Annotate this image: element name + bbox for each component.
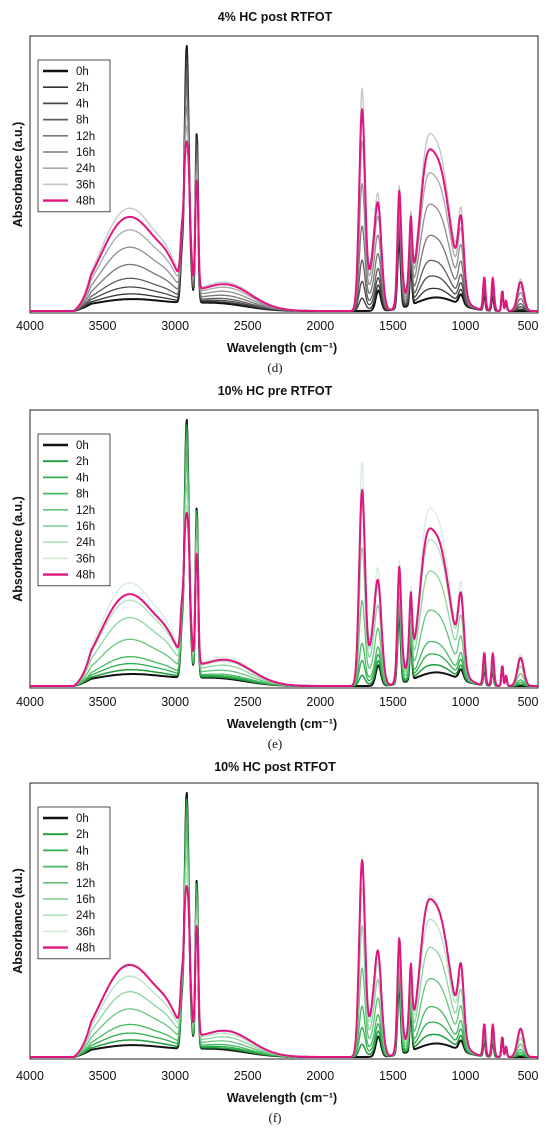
legend-label-2h: 2h — [76, 82, 89, 94]
x-tick-label: 1000 — [452, 695, 480, 709]
legend-label-36h: 36h — [76, 179, 95, 191]
legend-label-0h: 0h — [76, 440, 89, 452]
x-axis-label: Wavelength (cm⁻¹) — [227, 717, 337, 731]
legend-label-8h: 8h — [76, 115, 89, 127]
series-line-48h — [30, 859, 538, 1058]
panel-e: 10% HC pre RTFOT 4000 3500 3000 2500 2000 1500… — [11, 384, 539, 751]
series-lines — [30, 792, 538, 1058]
series-lines — [30, 419, 538, 687]
x-tick-label: 3000 — [161, 695, 189, 709]
x-tick-label: 1500 — [379, 319, 407, 333]
legend-label-2h: 2h — [76, 829, 89, 841]
legend-label-0h: 0h — [76, 813, 89, 825]
x-axis-label: Wavelength (cm⁻¹) — [227, 1091, 337, 1105]
legend-label-8h: 8h — [76, 489, 89, 501]
x-tick-label: 3000 — [161, 319, 189, 333]
x-tick-label: 4000 — [16, 695, 44, 709]
legend-label-12h: 12h — [76, 878, 95, 890]
legend-label-36h: 36h — [76, 553, 95, 565]
x-tick-label: 2000 — [306, 1069, 334, 1083]
x-axis-label: Wavelength (cm⁻¹) — [227, 341, 337, 355]
legend-label-2h: 2h — [76, 456, 89, 468]
legend-label-4h: 4h — [76, 845, 89, 857]
legend-label-48h: 48h — [76, 196, 95, 208]
legend: 0h 2h 4h 8h 12h 16h 24h 36h 48h — [37, 433, 111, 587]
x-tick-label: 500 — [518, 319, 539, 333]
legend-label-8h: 8h — [76, 862, 89, 874]
x-tick-label: 3500 — [89, 695, 117, 709]
panel-caption: (e) — [268, 736, 282, 751]
legend-label-24h: 24h — [76, 910, 95, 922]
legend-label-12h: 12h — [76, 131, 95, 143]
panel-f: 10% HC post RTFOT 4000 3500 3000 2500 2000 150… — [11, 760, 539, 1125]
x-tick-label: 3000 — [161, 1069, 189, 1083]
y-axis-label: Absorbance (a.u.) — [11, 496, 25, 602]
x-tick-label: 2500 — [234, 1069, 262, 1083]
legend-label-48h: 48h — [76, 570, 95, 582]
chart-title: 10% HC post RTFOT — [214, 760, 336, 774]
legend-label-16h: 16h — [76, 147, 95, 159]
chart-title: 10% HC pre RTFOT — [218, 384, 333, 398]
x-tick-label: 3500 — [89, 1069, 117, 1083]
plot-frame — [29, 409, 539, 689]
plot-frame — [29, 782, 539, 1060]
x-tick-label: 1500 — [379, 1069, 407, 1083]
legend-label-36h: 36h — [76, 926, 95, 938]
legend-label-24h: 24h — [76, 537, 95, 549]
plot-frame — [29, 35, 539, 314]
legend-label-4h: 4h — [76, 472, 89, 484]
legend: 0h 2h 4h 8h 12h 16h 24h 36h 48h — [37, 806, 111, 960]
series-line-48h — [30, 488, 538, 687]
x-tick-label: 1000 — [452, 1069, 480, 1083]
x-tick-label: 3500 — [89, 319, 117, 333]
x-tick-label: 2000 — [306, 695, 334, 709]
legend-label-48h: 48h — [76, 943, 95, 955]
x-tick-label: 2500 — [234, 319, 262, 333]
panel-d: 4% HC post RTFOT 4000 3500 3000 2500 2000 1500… — [11, 10, 539, 375]
x-tick-label: 1500 — [379, 695, 407, 709]
legend: 0h 2h 4h 8h 12h 16h 24h 36h 48h — [37, 59, 111, 213]
x-tick-label: 500 — [518, 1069, 539, 1083]
panel-caption: (f) — [269, 1110, 282, 1125]
legend-label-16h: 16h — [76, 521, 95, 533]
y-axis-label: Absorbance (a.u.) — [11, 122, 25, 228]
legend-label-24h: 24h — [76, 163, 95, 175]
legend-label-12h: 12h — [76, 505, 95, 517]
x-tick-label: 4000 — [16, 1069, 44, 1083]
x-tick-label: 2000 — [306, 319, 334, 333]
x-tick-label: 4000 — [16, 319, 44, 333]
panel-caption: (d) — [267, 360, 282, 375]
y-axis-label: Absorbance (a.u.) — [11, 868, 25, 974]
x-tick-label: 500 — [518, 695, 539, 709]
legend-label-4h: 4h — [76, 98, 89, 110]
legend-label-0h: 0h — [76, 66, 89, 78]
x-tick-label: 1000 — [452, 319, 480, 333]
x-tick-label: 2500 — [234, 695, 262, 709]
chart-title: 4% HC post RTFOT — [218, 10, 333, 24]
legend-label-16h: 16h — [76, 894, 95, 906]
series-lines — [30, 45, 538, 312]
series-line-48h — [30, 108, 538, 312]
